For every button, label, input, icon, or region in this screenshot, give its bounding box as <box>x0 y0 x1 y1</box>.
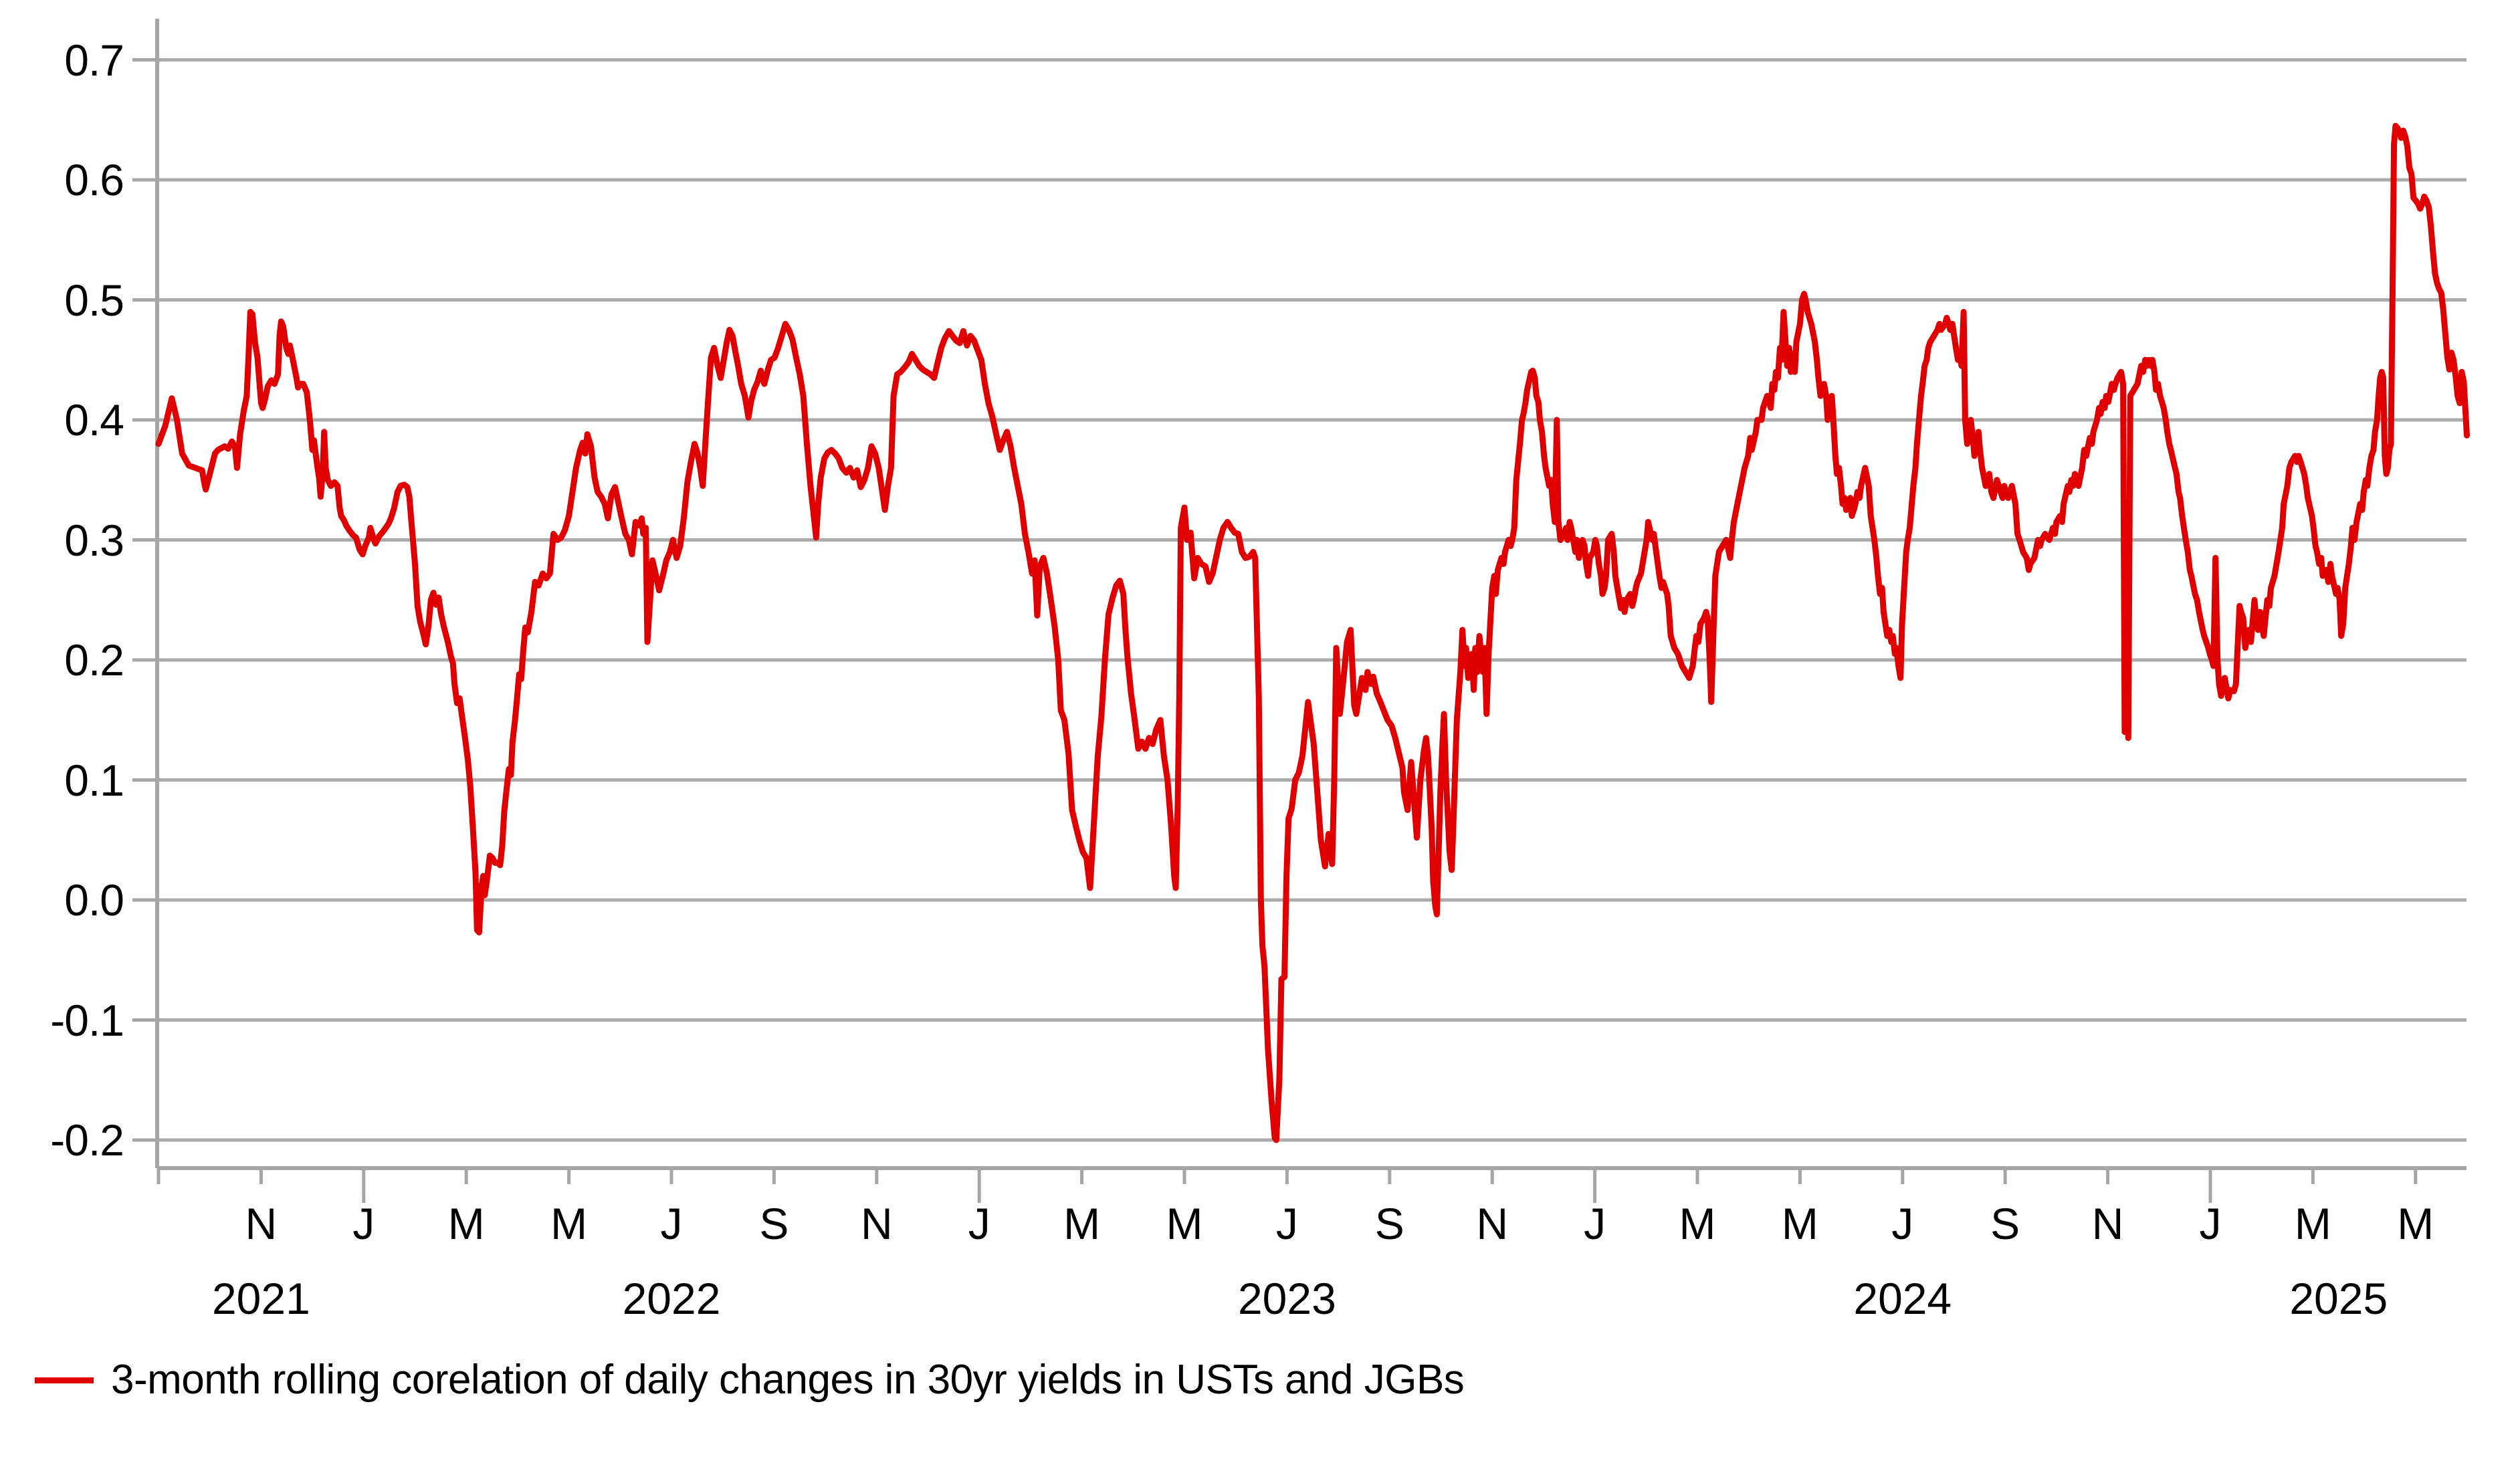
x-month-label: S <box>759 1199 789 1248</box>
x-month-label: M <box>1166 1199 1203 1248</box>
x-month-label: M <box>1781 1199 1818 1248</box>
y-tick-label: -0.2 <box>50 1115 124 1165</box>
x-month-label: S <box>1374 1199 1404 1248</box>
y-tick-label: 0.7 <box>64 35 124 85</box>
y-tick-label: 0.3 <box>64 515 124 565</box>
x-month-label: M <box>1679 1199 1716 1248</box>
x-month-label: J <box>660 1199 683 1248</box>
y-tick-label: 0.0 <box>64 875 124 925</box>
x-year-label: 2025 <box>2289 1274 2388 1323</box>
y-tick-label: 0.6 <box>64 155 124 205</box>
x-year-label: 2024 <box>1853 1274 1952 1323</box>
x-month-label: M <box>1063 1199 1101 1248</box>
x-month-label: J <box>968 1199 990 1248</box>
x-month-label: N <box>245 1199 278 1248</box>
x-month-label: M <box>550 1199 588 1248</box>
y-tick-label: -0.1 <box>50 995 124 1045</box>
x-year-label: 2021 <box>211 1274 310 1323</box>
x-month-label: N <box>860 1199 893 1248</box>
y-tick-label: 0.1 <box>64 755 124 805</box>
y-tick-label: 0.5 <box>64 275 124 325</box>
x-month-label: J <box>1275 1199 1298 1248</box>
x-month-label: M <box>2294 1199 2331 1248</box>
x-month-label: J <box>1891 1199 1914 1248</box>
x-year-label: 2022 <box>622 1274 721 1323</box>
x-year-label: 2023 <box>1237 1274 1336 1323</box>
legend: 3-month rolling corelation of daily chan… <box>35 1356 1465 1404</box>
x-month-label: S <box>1990 1199 2020 1248</box>
x-month-label: J <box>2199 1199 2222 1248</box>
y-tick-label: 0.4 <box>64 395 124 445</box>
x-month-label: J <box>1584 1199 1606 1248</box>
x-month-label: J <box>352 1199 375 1248</box>
x-month-label: N <box>2091 1199 2124 1248</box>
legend-line-swatch <box>35 1377 94 1383</box>
x-month-label: M <box>447 1199 485 1248</box>
x-month-label: M <box>2397 1199 2434 1248</box>
series-line <box>155 122 2470 1143</box>
x-month-label: N <box>1476 1199 1509 1248</box>
legend-label: 3-month rolling corelation of daily chan… <box>111 1357 1465 1403</box>
y-tick-label: 0.2 <box>64 635 124 685</box>
